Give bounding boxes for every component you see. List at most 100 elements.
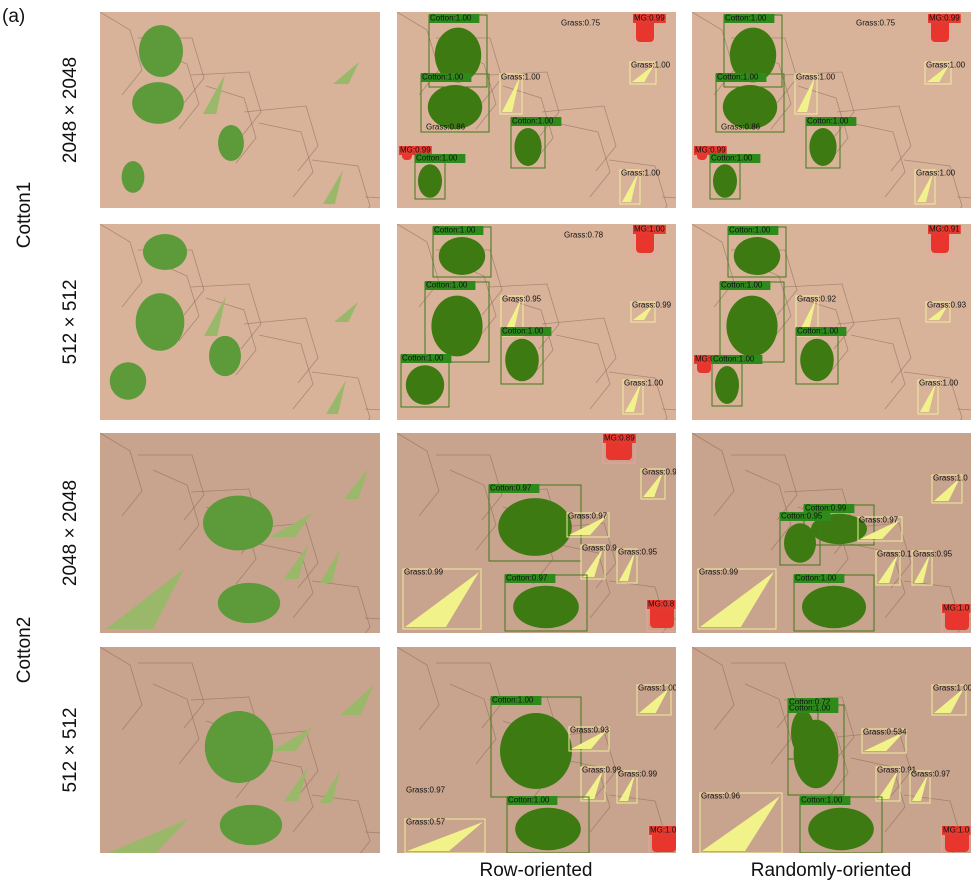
detection-label: Cotton:1.00 bbox=[434, 226, 476, 235]
plant bbox=[122, 161, 145, 193]
figure-label: (a) bbox=[2, 6, 25, 27]
detection-label: Grass:0.75 bbox=[561, 19, 601, 28]
cotton-mask bbox=[514, 128, 541, 166]
detection-label: Grass:1.00 bbox=[796, 73, 836, 82]
detection-label: Cotton:1.00 bbox=[508, 796, 550, 805]
detection-label: Cotton:1.00 bbox=[713, 355, 755, 364]
detection-label: Cotton:1.00 bbox=[512, 117, 554, 126]
detection-label: Grass:1.00 bbox=[638, 684, 678, 693]
detection-label: Cotton:1.00 bbox=[725, 14, 767, 23]
detection-label: Grass:0.95 bbox=[502, 295, 542, 304]
detection-label: Grass:0.9 bbox=[642, 468, 677, 477]
detection-label: Grass:0.99 bbox=[404, 568, 444, 577]
detection-label: Cotton:1.00 bbox=[492, 696, 534, 705]
detection-label: Cotton:1.00 bbox=[801, 796, 843, 805]
plant bbox=[136, 293, 185, 351]
detection-label: MG:1.0 bbox=[943, 604, 970, 613]
detection-label: Grass:0.99 bbox=[699, 568, 739, 577]
resolution-label: 512 × 512 bbox=[60, 279, 81, 364]
cotton-mask bbox=[513, 586, 579, 629]
detection-label: Grass:0.57 bbox=[406, 818, 446, 827]
cotton-mask bbox=[498, 498, 572, 556]
detection-label: MG:0.99 bbox=[929, 14, 960, 23]
detection-label: Grass:0.97 bbox=[406, 786, 446, 795]
detection-label: Cotton:0.97 bbox=[490, 484, 532, 493]
detection-label: Grass:0.95 bbox=[618, 548, 658, 557]
detection-label: Grass:0.95 bbox=[913, 550, 953, 559]
column-title: Row-oriented bbox=[480, 860, 593, 881]
column-title: Randomly-oriented bbox=[751, 860, 912, 881]
cotton-mask bbox=[431, 296, 482, 357]
detection-label: Cotton:1.00 bbox=[711, 154, 753, 163]
detection-label: Cotton:1.00 bbox=[795, 574, 837, 583]
detection-label: Grass:0.97 bbox=[568, 512, 608, 521]
plant bbox=[132, 82, 184, 124]
detection-label: Grass:1.0 bbox=[933, 474, 968, 483]
detection-label: Grass:1.00 bbox=[624, 379, 664, 388]
detection-label: Cotton:1.00 bbox=[426, 281, 468, 290]
cotton-mask bbox=[800, 339, 834, 382]
detection-label: MG:1.0 bbox=[650, 826, 677, 835]
plant bbox=[203, 496, 273, 551]
plant bbox=[209, 336, 241, 376]
cotton-mask bbox=[734, 237, 780, 275]
detection-label: Cotton:1.00 bbox=[789, 704, 831, 713]
plant bbox=[218, 125, 244, 161]
detection-label: Grass:0.92 bbox=[797, 295, 837, 304]
detection-label: Cotton:1.00 bbox=[717, 73, 759, 82]
plant bbox=[220, 805, 282, 845]
plant bbox=[110, 362, 146, 399]
cotton-mask bbox=[808, 808, 874, 851]
detection-label: Grass:0.99 bbox=[632, 301, 672, 310]
cotton-mask bbox=[794, 720, 839, 788]
detection-label: MG:0.8 bbox=[648, 600, 675, 609]
detection-label: MG:1.0 bbox=[943, 826, 970, 835]
detection-label: Cotton:1.00 bbox=[807, 117, 849, 126]
cotton-mask bbox=[784, 523, 816, 563]
plant bbox=[205, 711, 273, 783]
cotton-mask bbox=[809, 128, 836, 166]
detection-label: Cotton:1.00 bbox=[422, 73, 464, 82]
cotton-mask bbox=[713, 164, 737, 197]
detection-label: Grass:1.00 bbox=[916, 169, 956, 178]
detection-label: Grass:0.75 bbox=[856, 19, 896, 28]
detection-label: Grass:0.1 bbox=[877, 550, 912, 559]
detection-label: Grass:1.00 bbox=[919, 379, 959, 388]
detection-label: Cotton:1.00 bbox=[402, 354, 444, 363]
cotton-mask bbox=[715, 366, 739, 404]
figure: (a) Cotton1 Cotton2 2048 × 2048 512 × 51… bbox=[0, 0, 971, 885]
detection-label: Cotton:1.00 bbox=[729, 226, 771, 235]
cotton-mask bbox=[439, 237, 485, 275]
detection-label: MG:1.00 bbox=[634, 225, 665, 234]
detection-label: Grass:0.93 bbox=[927, 301, 967, 310]
row-group-label: Cotton1 bbox=[14, 182, 35, 249]
cotton-mask bbox=[515, 808, 581, 851]
detection-label: Cotton:1.00 bbox=[797, 327, 839, 336]
plant bbox=[218, 583, 280, 623]
detection-label: Grass:0.96 bbox=[701, 792, 741, 801]
detection-label: Grass:0.86 bbox=[426, 123, 466, 132]
cotton-mask bbox=[500, 713, 572, 789]
detection-label: Cotton:1.00 bbox=[430, 14, 472, 23]
detection-label: Grass:1.00 bbox=[631, 61, 671, 70]
image-panel: Grass:1.00 Cotton:1.00 Grass:0.93 Grass:0.9… bbox=[397, 647, 724, 885]
plant bbox=[139, 25, 183, 77]
detection-label: MG:0.99 bbox=[634, 14, 665, 23]
detection-label: Grass:1.00 bbox=[933, 684, 971, 693]
resolution-label: 2048 × 2048 bbox=[60, 480, 81, 586]
cotton-mask bbox=[505, 339, 539, 382]
plant bbox=[143, 234, 187, 270]
detection-label: Cotton:1.00 bbox=[502, 327, 544, 336]
cotton-mask bbox=[726, 296, 777, 357]
image-panel: Grass:1.00Cotton:0.72Cotton:1.00Grass:0.… bbox=[692, 647, 971, 885]
cotton-mask bbox=[418, 164, 442, 197]
image-panel bbox=[100, 647, 427, 885]
detection-label: Grass:1.00 bbox=[621, 169, 661, 178]
resolution-label: 2048 × 2048 bbox=[60, 57, 81, 163]
detection-label: Grass:0.98 bbox=[582, 766, 622, 775]
detection-label: Grass:0.93 bbox=[570, 726, 610, 735]
resolution-label: 512 × 512 bbox=[60, 707, 81, 792]
detection-label: Grass:1.00 bbox=[926, 61, 966, 70]
detection-label: Grass:0.97 bbox=[911, 770, 951, 779]
row-group-label: Cotton2 bbox=[14, 617, 35, 684]
